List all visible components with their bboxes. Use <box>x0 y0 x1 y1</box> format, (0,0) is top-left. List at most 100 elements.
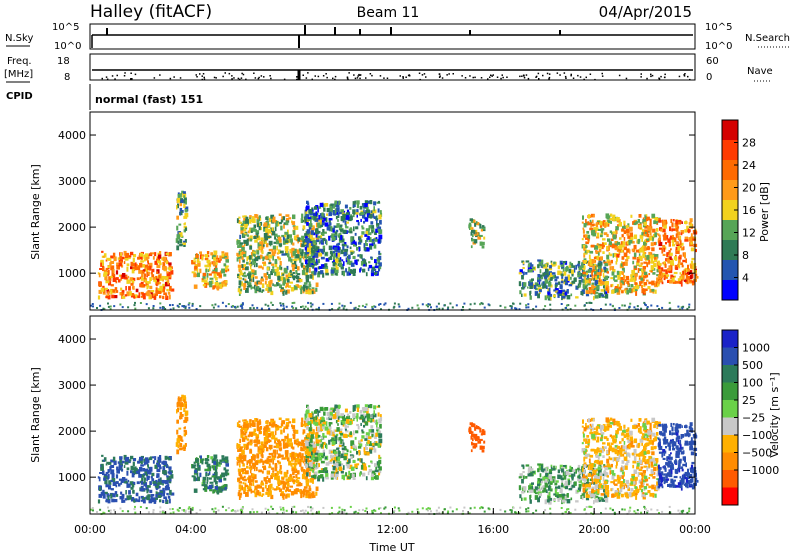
velocity-echo-cell <box>177 402 180 407</box>
power-echo-cell <box>561 281 564 284</box>
power-echo-cell <box>363 221 365 224</box>
nave-dot <box>538 78 540 80</box>
power-echo-cell <box>341 305 343 307</box>
velocity-echo-cell <box>314 410 317 414</box>
power-echo-cell <box>366 272 368 276</box>
velocity-echo-cell <box>266 437 268 441</box>
velocity-echo-cell <box>225 474 227 476</box>
nave-dot <box>409 74 411 76</box>
velocity-echo-cell <box>315 453 319 455</box>
power-echo-cell <box>582 264 584 268</box>
nave-dot <box>465 77 467 79</box>
power-echo-cell <box>586 302 588 304</box>
velocity-echo-cell <box>317 464 319 469</box>
power-echo-cell <box>630 274 632 277</box>
power-echo-cell <box>365 217 368 222</box>
power-echo-cell <box>546 269 549 273</box>
power-echo-cell <box>140 302 142 304</box>
power-echo-cell <box>370 221 373 224</box>
power-echo-cell <box>310 234 313 239</box>
power-echo-cell <box>249 307 251 309</box>
nave-dot <box>658 78 660 80</box>
velocity-echo-cell <box>220 488 223 493</box>
velocity-echo-cell <box>481 433 483 435</box>
velocity-echo-cell <box>268 433 271 438</box>
power-echo-cell <box>672 244 675 247</box>
power-echo-cell <box>592 276 594 280</box>
power-echo-cell <box>623 221 625 225</box>
power-echo-cell <box>310 306 312 308</box>
power-echo-cell <box>246 217 249 220</box>
power-echo-cell <box>598 263 601 267</box>
velocity-echo-cell <box>334 451 338 454</box>
power-echo-cell <box>669 308 671 310</box>
nave-dot <box>332 78 334 80</box>
power-echo-cell <box>113 253 115 257</box>
power-echo-cell <box>426 304 428 306</box>
power-echo-cell <box>153 305 155 307</box>
nave-dot <box>135 74 137 76</box>
power-echo-cell <box>607 238 611 241</box>
power-echo-cell <box>484 307 486 309</box>
power-echo-cell <box>670 260 674 265</box>
velocity-echo-cell <box>166 493 169 495</box>
velocity-echo-cell <box>269 445 273 449</box>
velocity-echo-cell <box>257 421 259 423</box>
power-echo-cell <box>511 307 513 309</box>
velocity-echo-cell <box>365 416 367 419</box>
power-echo-cell <box>361 231 364 235</box>
power-echo-cell <box>265 304 267 306</box>
power-echo-cell <box>647 286 650 289</box>
velocity-echo-cell <box>267 488 269 491</box>
power-echo-cell <box>608 261 612 263</box>
power-echo-cell <box>152 307 154 309</box>
velocity-echo-cell <box>178 398 181 402</box>
nave-dot <box>315 75 317 77</box>
power-echo-cell <box>687 265 689 270</box>
velocity-echo-cell <box>307 406 309 409</box>
power-echo-cell <box>133 258 135 263</box>
velocity-echo-cell <box>338 416 340 419</box>
power-echo-cell <box>268 287 272 292</box>
velocity-echo-cell <box>348 471 350 476</box>
power-echo-cell <box>584 305 586 307</box>
nave-dot <box>261 75 263 77</box>
power-echo-cell <box>678 278 681 281</box>
power-echo-cell <box>248 273 251 277</box>
power-echo-cell <box>644 247 647 251</box>
velocity-echo-cell <box>293 434 296 439</box>
velocity-echo-cell <box>176 420 179 424</box>
velocity-echo-cell <box>286 453 289 457</box>
power-echo-cell <box>282 303 284 305</box>
power-echo-cell <box>249 246 252 250</box>
velocity-echo-cell <box>310 468 312 471</box>
velocity-echo-cell <box>323 412 326 416</box>
velocity-echo-cell <box>197 463 200 467</box>
power-echo-cell <box>589 280 591 284</box>
nave-dot <box>348 72 350 74</box>
power-echo-cell <box>583 228 585 230</box>
power-echo-cell <box>325 253 328 256</box>
power-echo-cell <box>676 247 678 250</box>
power-echo-cell <box>336 244 339 246</box>
nave-dot <box>652 75 654 77</box>
power-echo-cell <box>292 215 295 220</box>
velocity-echo-cell <box>192 475 196 477</box>
power-echo-cell <box>361 235 363 238</box>
power-echo-cell <box>624 305 626 307</box>
velocity-echo-cell <box>276 425 279 427</box>
power-echo-cell <box>629 249 631 253</box>
power-echo-cell <box>561 276 563 279</box>
power-echo-cell <box>650 305 652 307</box>
power-echo-cell <box>519 281 521 286</box>
power-echo-cell <box>602 251 604 254</box>
power-echo-cell <box>355 233 357 236</box>
velocity-echo-cell <box>364 438 367 441</box>
power-echo-cell <box>252 269 255 272</box>
power-echo-cell <box>338 260 341 263</box>
power-echo-cell <box>243 234 245 236</box>
velocity-echo-cell <box>106 472 109 475</box>
velocity-echo-cell <box>244 428 247 432</box>
velocity-echo-cell <box>149 490 152 493</box>
nave-dot <box>222 76 224 78</box>
